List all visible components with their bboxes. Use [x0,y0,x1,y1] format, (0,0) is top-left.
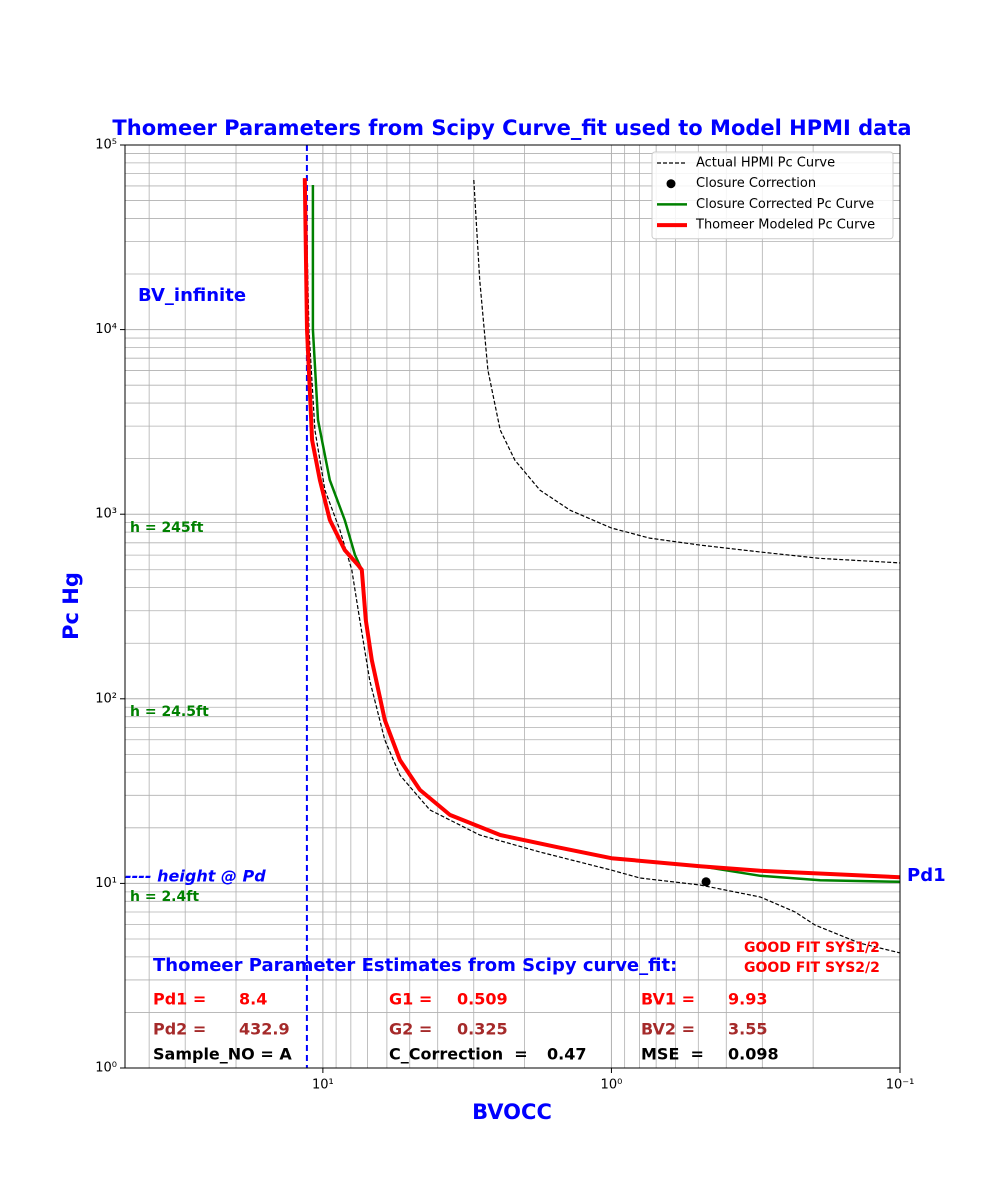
annotation: G2 = [389,1020,432,1039]
annotation: 0.325 [457,1020,508,1039]
legend-label: Closure Correction [696,176,816,191]
annotation: 8.4 [239,990,267,1009]
legend-label: Closure Corrected Pc Curve [696,197,874,212]
annotation: Thomeer Parameter Estimates from Scipy c… [153,955,677,976]
x-tick-label: 10⁻¹ [886,1078,915,1093]
y-tick-label: 10¹ [95,876,117,891]
annotation: BV2 = [641,1020,695,1039]
annotation: GOOD FIT SYS2/2 [744,960,880,976]
legend-label: Thomeer Modeled Pc Curve [695,218,875,233]
y-tick-label: 10³ [95,507,117,522]
annotation: 432.9 [239,1020,290,1039]
legend-label: Actual HPMI Pc Curve [696,156,835,171]
x-axis-label: BVOCC [472,1100,552,1124]
chart-title: Thomeer Parameters from Scipy Curve_fit … [112,116,911,140]
annotation: 0.098 [728,1045,779,1064]
annotation: Pd1 [907,865,946,886]
legend-marker [666,179,676,189]
annotation: G1 = [389,990,432,1009]
line-series [305,179,901,954]
annotation: 9.93 [728,990,767,1009]
y-tick-label: 10⁴ [95,322,117,337]
x-tick-label: 10⁰ [601,1078,623,1093]
line-series [302,178,901,880]
legend-box [651,151,894,240]
annotation: MSE = [641,1045,704,1064]
x-tick-label: 10¹ [312,1078,334,1093]
annotation: h = 24.5ft [130,704,209,720]
annotation: Sample_NO = A [153,1045,292,1064]
annotation: Pd1 = [153,990,206,1009]
annotation: ---- height @ Pd [125,867,266,886]
annotation: GOOD FIT SYS1/2 [744,940,880,956]
point [701,877,711,887]
annotation: Pd2 = [153,1020,206,1039]
annotation: BV1 = [641,990,695,1009]
y-tick-label: 10⁰ [95,1061,117,1076]
annotation: C_Correction = [389,1045,528,1064]
y-tick-label: 10² [95,691,117,706]
annotation: 0.47 [547,1045,586,1064]
annotation: 0.509 [457,990,508,1009]
plot-frame [124,144,901,1069]
y-axis-label: Pc Hg [59,572,83,640]
annotation: BV_infinite [138,285,246,306]
annotation: 3.55 [728,1020,767,1039]
annotation: h = 245ft [130,520,204,536]
annotation: h = 2.4ft [130,889,199,905]
y-tick-label: 10⁵ [95,138,117,153]
